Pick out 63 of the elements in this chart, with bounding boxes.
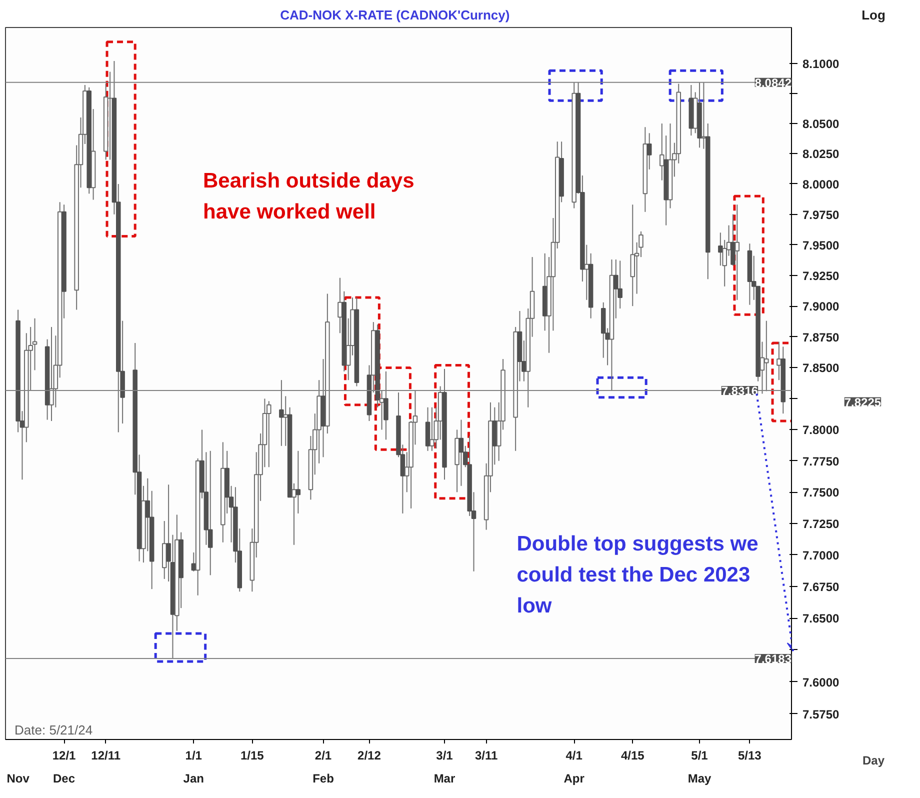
y-tick-label: 8.0000 <box>802 177 840 192</box>
y-tick-label: 7.8500 <box>802 361 840 376</box>
chart-title: CAD-NOK X-RATE (CADNOK'Curncy) <box>280 8 510 22</box>
x2-tick-label: Jan <box>183 772 204 786</box>
x-tick-label: 4/1 <box>566 748 583 762</box>
x-axis-title: Day <box>862 754 885 768</box>
x-tick-label: 4/15 <box>620 748 645 762</box>
x-tick-label: 5/1 <box>691 748 708 762</box>
y-axis-title: Log <box>862 8 886 22</box>
x-tick-label: 3/11 <box>474 748 498 762</box>
y-tick-label: 7.7750 <box>802 454 840 468</box>
x-tick-label: 12/11 <box>91 748 121 762</box>
y-tick-label: 7.9000 <box>802 300 840 314</box>
y-tick-label: 7.5750 <box>802 707 840 722</box>
y-tick-label: 8.0250 <box>802 147 840 162</box>
y-tick-label: 7.6500 <box>802 612 840 626</box>
y-tick-label: 7.9500 <box>802 238 840 252</box>
candlestick <box>384 370 388 440</box>
y-tick-label: 7.6750 <box>802 580 840 594</box>
x-tick-label: 12/1 <box>52 748 76 762</box>
x2-tick-label: Mar <box>434 772 456 786</box>
x-tick-label: 2/1 <box>314 748 332 762</box>
y-tick-label: 7.6000 <box>802 675 840 690</box>
ref-line-label: 7.6183 <box>754 652 792 666</box>
candlestick <box>208 450 213 576</box>
candlestick <box>764 320 769 392</box>
ref-line-label: 7.8316 <box>721 384 758 398</box>
y-tick-label: 7.7000 <box>802 548 840 562</box>
y-tick-label: 7.8000 <box>802 423 840 438</box>
x-tick-label: 1/15 <box>240 748 264 762</box>
candlestick <box>630 204 636 307</box>
y-tick-label: 7.9750 <box>802 208 840 222</box>
x2-tick-label: Apr <box>564 772 585 786</box>
candlestick <box>49 326 54 422</box>
ref-line-label: 8.0842 <box>754 76 792 90</box>
y-tick-label: 8.0500 <box>802 116 840 131</box>
x-tick-label: 1/1 <box>185 748 202 762</box>
candlestick <box>296 450 301 514</box>
y-tick-label: 7.7500 <box>802 486 840 500</box>
y-tick-label: 7.8750 <box>802 330 840 344</box>
candlestick <box>430 406 434 452</box>
x-tick-label: 5/13 <box>738 748 762 762</box>
y-tick-label: 8.1000 <box>802 56 840 71</box>
candlestick <box>266 400 272 468</box>
candlestick <box>279 380 284 446</box>
candlestick <box>425 406 430 452</box>
x2-tick-label: Feb <box>312 772 334 786</box>
annotation: Double top suggests we could test the Dec 2023 low <box>516 532 758 618</box>
x2-tick-label: Dec <box>53 772 76 786</box>
y-tick-label: 7.9250 <box>802 268 840 283</box>
candlestick <box>458 419 464 486</box>
candlestick <box>734 204 740 300</box>
candlestick <box>776 341 782 381</box>
x-tick-label: 2/12 <box>358 748 382 762</box>
annotation: Bearish outside days have worked well <box>203 169 414 224</box>
y-tick-label: 7.7250 <box>802 517 840 532</box>
x-tick-label: 3/1 <box>436 748 454 762</box>
x2-tick-label: May <box>688 772 712 786</box>
x2-tick-label: Nov <box>6 772 30 786</box>
annotation: Date: 5/21/24 <box>14 722 93 738</box>
candlestick <box>283 396 288 446</box>
text: 7.8225 <box>844 395 882 410</box>
candlestick <box>338 277 342 334</box>
